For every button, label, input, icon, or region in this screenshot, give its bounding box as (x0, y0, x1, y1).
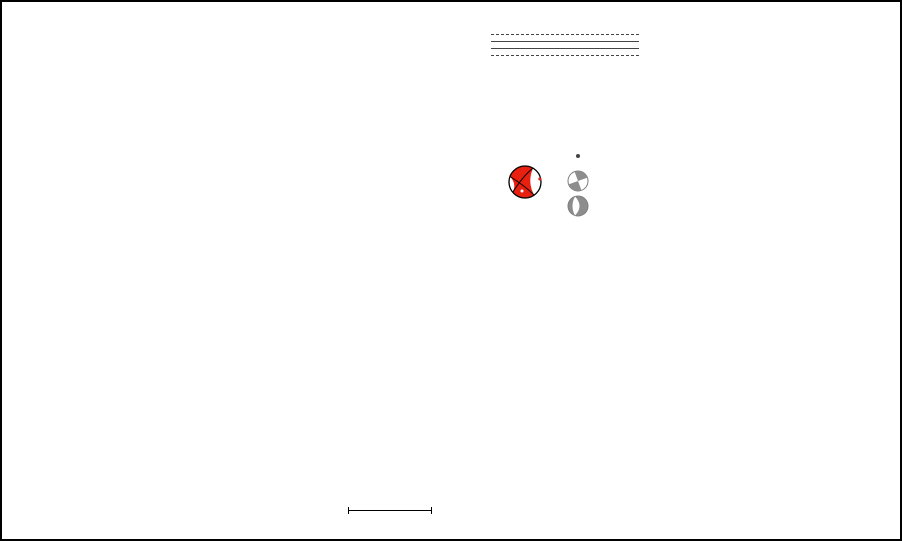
clvd-icon (567, 195, 589, 217)
units-legend (435, 500, 439, 512)
best-fit-panel (491, 15, 643, 56)
time-scalebar (348, 507, 432, 515)
iso-icon (576, 154, 580, 158)
dc-icon (567, 170, 589, 192)
beachball-axis-dot (538, 177, 542, 181)
misfit-reduction-plot (640, 54, 902, 216)
nodal-plane-table (491, 34, 639, 56)
beachball-axis-dot (520, 189, 524, 193)
beachball-white-lune (530, 168, 542, 196)
station-map (642, 214, 902, 536)
table-row (491, 41, 639, 48)
table-header-row (491, 34, 639, 41)
focal-mechanism-beachball (508, 154, 589, 217)
table-row (491, 48, 639, 56)
